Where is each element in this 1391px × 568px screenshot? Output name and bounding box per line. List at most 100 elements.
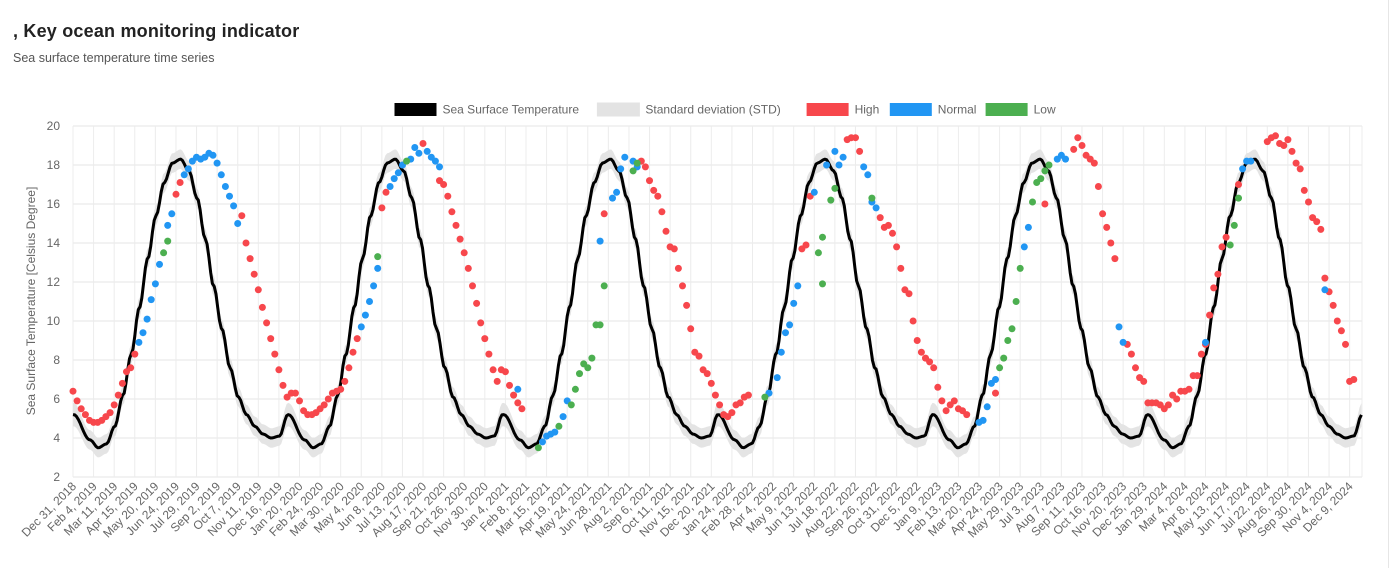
data-point-high[interactable] bbox=[1140, 377, 1148, 385]
data-point-normal[interactable] bbox=[1115, 323, 1123, 331]
data-point-normal[interactable] bbox=[217, 171, 225, 179]
data-point-normal[interactable] bbox=[184, 165, 192, 173]
data-point-normal[interactable] bbox=[613, 188, 621, 196]
data-point-normal[interactable] bbox=[1062, 155, 1069, 163]
data-point-high[interactable] bbox=[106, 409, 114, 417]
data-point-normal[interactable] bbox=[864, 171, 872, 179]
data-point-low[interactable] bbox=[1000, 354, 1008, 362]
data-point-normal[interactable] bbox=[786, 321, 794, 329]
data-point-high[interactable] bbox=[448, 208, 456, 216]
data-point-high[interactable] bbox=[934, 383, 942, 391]
data-point-high[interactable] bbox=[1132, 364, 1139, 372]
data-point-normal[interactable] bbox=[436, 163, 443, 171]
data-point-low[interactable] bbox=[761, 393, 769, 401]
data-point-normal[interactable] bbox=[230, 202, 238, 210]
data-point-high[interactable] bbox=[172, 190, 180, 198]
data-point-low[interactable] bbox=[1041, 167, 1049, 175]
data-point-normal[interactable] bbox=[135, 338, 143, 346]
data-point-high[interactable] bbox=[1288, 147, 1296, 155]
data-point-normal[interactable] bbox=[147, 296, 155, 304]
data-point-high[interactable] bbox=[917, 348, 925, 356]
data-point-normal[interactable] bbox=[983, 403, 991, 411]
data-point-high[interactable] bbox=[1070, 145, 1078, 153]
data-point-normal[interactable] bbox=[839, 153, 847, 161]
data-point-high[interactable] bbox=[337, 385, 345, 393]
data-point-high[interactable] bbox=[950, 397, 958, 405]
data-point-high[interactable] bbox=[1210, 284, 1218, 292]
data-point-normal[interactable] bbox=[1321, 286, 1329, 294]
data-point-normal[interactable] bbox=[860, 163, 868, 171]
data-point-high[interactable] bbox=[1321, 274, 1329, 282]
data-point-normal[interactable] bbox=[374, 264, 382, 272]
data-point-high[interactable] bbox=[1111, 255, 1119, 263]
data-point-normal[interactable] bbox=[1239, 165, 1247, 173]
data-point-low[interactable] bbox=[403, 157, 411, 165]
data-point-high[interactable] bbox=[963, 411, 971, 419]
data-point-high[interactable] bbox=[674, 264, 682, 272]
data-point-low[interactable] bbox=[584, 364, 592, 372]
data-point-normal[interactable] bbox=[823, 161, 831, 169]
data-point-normal[interactable] bbox=[609, 194, 616, 202]
data-point-high[interactable] bbox=[1350, 376, 1358, 383]
data-point-normal[interactable] bbox=[366, 298, 373, 305]
data-point-high[interactable] bbox=[127, 364, 135, 372]
data-point-high[interactable] bbox=[506, 381, 513, 389]
data-point-high[interactable] bbox=[1292, 159, 1300, 167]
data-point-low[interactable] bbox=[633, 159, 641, 167]
data-point-high[interactable] bbox=[271, 350, 279, 358]
data-point-high[interactable] bbox=[938, 397, 946, 405]
data-point-low[interactable] bbox=[1235, 194, 1242, 202]
legend-item[interactable]: Sea Surface Temperature bbox=[394, 103, 580, 117]
data-point-normal[interactable] bbox=[1020, 243, 1028, 251]
data-point-high[interactable] bbox=[856, 147, 864, 155]
data-point-high[interactable] bbox=[695, 352, 703, 360]
data-point-high[interactable] bbox=[1280, 142, 1288, 149]
data-point-normal[interactable] bbox=[390, 175, 398, 183]
data-point-high[interactable] bbox=[942, 407, 950, 415]
data-point-low[interactable] bbox=[164, 237, 172, 245]
data-point-high[interactable] bbox=[1342, 340, 1349, 348]
data-point-high[interactable] bbox=[893, 243, 901, 251]
data-point-normal[interactable] bbox=[992, 376, 999, 383]
data-point-normal[interactable] bbox=[514, 385, 522, 393]
data-point-high[interactable] bbox=[324, 395, 332, 403]
data-point-low[interactable] bbox=[555, 422, 563, 430]
data-point-high[interactable] bbox=[1337, 327, 1345, 335]
data-point-high[interactable] bbox=[600, 210, 608, 218]
data-point-low[interactable] bbox=[1029, 198, 1036, 206]
data-point-low[interactable] bbox=[571, 385, 579, 393]
data-point-high[interactable] bbox=[110, 401, 118, 409]
data-point-normal[interactable] bbox=[1247, 157, 1255, 165]
data-point-normal[interactable] bbox=[357, 323, 365, 331]
data-point-high[interactable] bbox=[1185, 385, 1193, 393]
data-point-low[interactable] bbox=[1037, 175, 1045, 183]
data-point-high[interactable] bbox=[345, 364, 353, 372]
data-point-high[interactable] bbox=[728, 409, 736, 417]
data-point-high[interactable] bbox=[1333, 317, 1341, 325]
data-point-high[interactable] bbox=[670, 245, 678, 253]
data-point-high[interactable] bbox=[518, 405, 526, 413]
data-point-normal[interactable] bbox=[431, 157, 439, 165]
legend-item[interactable]: High bbox=[806, 103, 880, 117]
data-point-high[interactable] bbox=[662, 227, 670, 235]
data-point-low[interactable] bbox=[814, 249, 822, 257]
data-point-high[interactable] bbox=[1164, 401, 1172, 409]
data-point-normal[interactable] bbox=[164, 221, 172, 229]
data-point-high[interactable] bbox=[641, 163, 649, 171]
data-point-high[interactable] bbox=[118, 379, 126, 387]
legend-item[interactable]: Standard deviation (STD) bbox=[596, 102, 781, 117]
data-point-high[interactable] bbox=[489, 366, 497, 374]
data-point-high[interactable] bbox=[992, 389, 999, 397]
data-point-high[interactable] bbox=[452, 221, 460, 229]
data-point-high[interactable] bbox=[654, 192, 662, 200]
data-point-normal[interactable] bbox=[1119, 338, 1127, 346]
data-point-high[interactable] bbox=[658, 208, 666, 216]
data-point-normal[interactable] bbox=[234, 220, 242, 227]
data-point-high[interactable] bbox=[1218, 243, 1226, 251]
data-point-normal[interactable] bbox=[411, 144, 419, 151]
data-point-high[interactable] bbox=[440, 181, 448, 188]
data-point-high[interactable] bbox=[930, 364, 938, 372]
data-point-high[interactable] bbox=[703, 370, 711, 378]
data-point-normal[interactable] bbox=[596, 237, 604, 245]
data-point-high[interactable] bbox=[1041, 200, 1049, 208]
